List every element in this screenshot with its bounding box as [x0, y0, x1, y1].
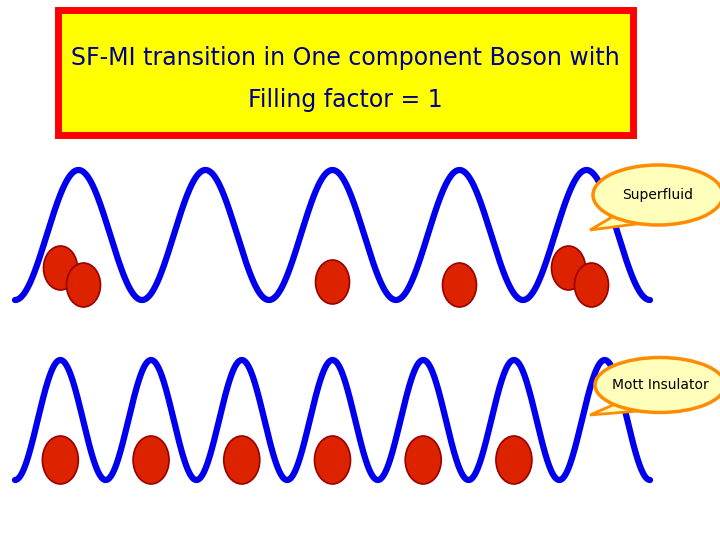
Ellipse shape [133, 436, 169, 484]
Ellipse shape [595, 357, 720, 413]
Ellipse shape [66, 263, 101, 307]
Ellipse shape [315, 436, 351, 484]
Ellipse shape [496, 436, 532, 484]
Text: Filling factor = 1: Filling factor = 1 [248, 88, 443, 112]
Ellipse shape [552, 246, 585, 290]
Ellipse shape [315, 260, 349, 304]
Polygon shape [590, 402, 654, 415]
Ellipse shape [443, 263, 477, 307]
Ellipse shape [593, 165, 720, 225]
Ellipse shape [42, 436, 78, 484]
Ellipse shape [224, 436, 260, 484]
Text: Mott Insulator: Mott Insulator [611, 378, 708, 392]
Polygon shape [590, 213, 652, 230]
Ellipse shape [575, 263, 608, 307]
Bar [58, 10, 633, 135]
Text: SF-MI transition in One component Boson with: SF-MI transition in One component Boson … [71, 45, 620, 70]
Ellipse shape [405, 436, 441, 484]
Ellipse shape [43, 246, 78, 290]
Text: Superfluid: Superfluid [623, 188, 693, 202]
